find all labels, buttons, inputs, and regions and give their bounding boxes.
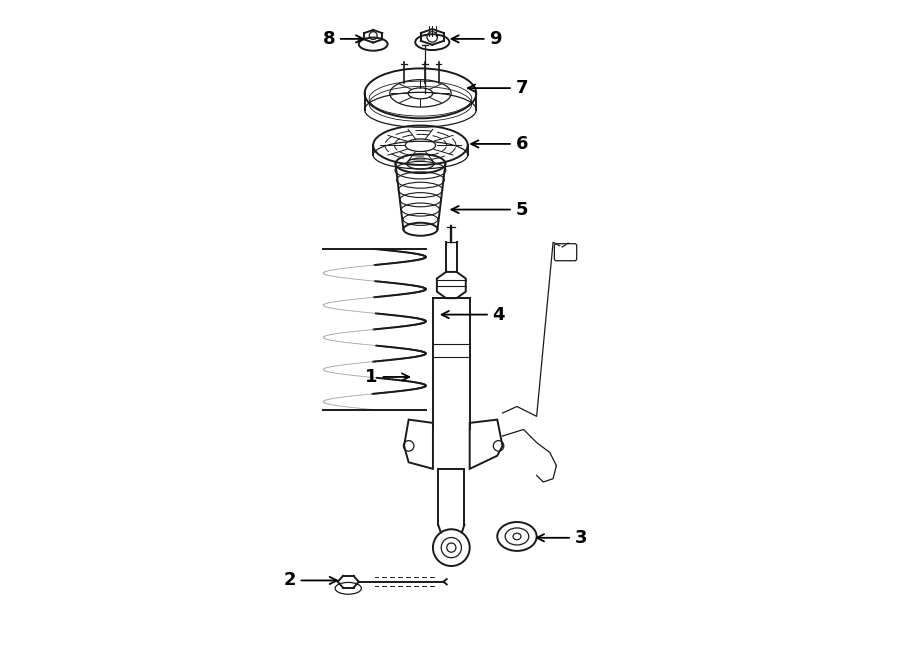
Text: 8: 8 [322, 30, 363, 48]
Text: 6: 6 [472, 135, 528, 153]
Text: 7: 7 [468, 79, 528, 97]
Text: 9: 9 [452, 30, 502, 48]
Text: 5: 5 [452, 201, 528, 218]
Text: 1: 1 [365, 368, 410, 386]
Text: 4: 4 [442, 306, 505, 324]
Text: 2: 2 [284, 571, 337, 589]
Text: 3: 3 [537, 529, 587, 547]
